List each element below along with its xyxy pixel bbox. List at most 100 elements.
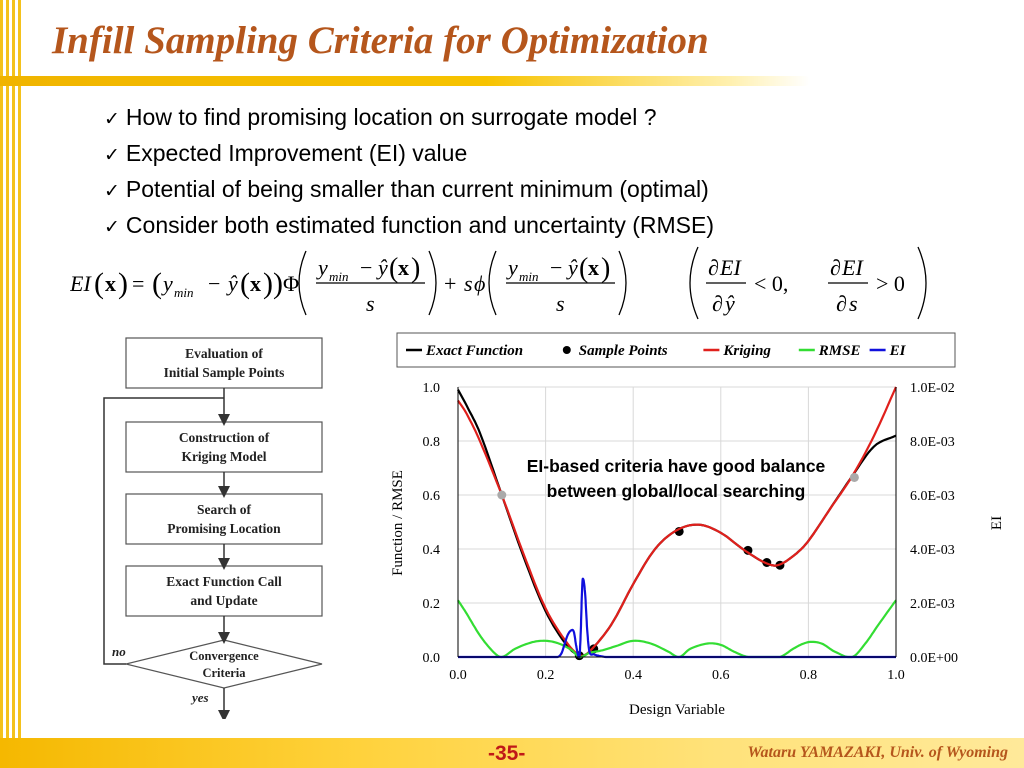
bullet-text: How to find promising location on surrog… [125,104,657,130]
eq-paren: ( [389,253,398,284]
eq-ei: EI [70,271,92,296]
chart-y2-tick-label: 2.0E-03 [910,597,955,612]
eq-min: min [329,269,349,284]
author-credit: Wataru YAMAZAKI, Univ. of Wyoming [747,744,1009,761]
eq-min: min [519,269,539,284]
eq-x: x [250,271,261,296]
chart-legend-label: Exact Function [425,343,523,359]
chart-x-tick-label: 0.8 [800,668,818,683]
check-icon: ✓ [104,144,120,166]
flow-step-line: Evaluation of [185,346,263,361]
chart-y2-tick-label: 0.0E+00 [910,651,958,666]
bullet-list: ✓ How to find promising location on surro… [104,100,714,244]
chart-y-tick-label: 0.8 [423,435,441,450]
bullet-item: ✓ Expected Improvement (EI) value [104,136,714,172]
eq-yhat: ŷ [376,255,388,280]
eq-y: y [506,255,518,280]
eq-partial: ∂ [708,255,719,280]
check-icon: ✓ [104,108,120,130]
eq-phi: ϕ [474,271,485,296]
eq-partial: ∂ [836,291,847,316]
check-icon: ✓ [104,216,120,238]
chart-annotation-line: between global/local searching [547,481,806,501]
chart-x-tick-label: 0.4 [624,668,642,683]
eq-y: y [161,271,173,296]
eq-lt: < 0, [754,271,788,296]
chart-y-tick-label: 0.4 [423,543,441,558]
chart-y2-tick-label: 1.0E-02 [910,381,955,396]
chart-x-tick-label: 1.0 [887,668,905,683]
chart-y-tick-label: 0.0 [423,651,441,666]
chart-ylabel: Function / RMSE [390,470,406,576]
chart-legend-label: Kriging [722,343,771,359]
chart-point-extra-points [497,490,507,500]
eq-minus: − [360,255,372,280]
footer-bar [0,738,1024,768]
eq-Phi: Φ [283,271,299,296]
eq-x: x [398,255,409,280]
flow-step-line: Promising Location [167,521,281,536]
flow-step-line: and Update [190,593,257,608]
bullet-item: ✓ Consider both estimated function and un… [104,208,714,244]
chart-y2-tick-label: 4.0E-03 [910,543,955,558]
eq-paren: ) [118,267,128,300]
eq-partial: ∂ [830,255,841,280]
chart-x-tick-label: 0.2 [537,668,555,683]
chart-legend: Exact Function Sample Points Kriging RMSE EI [396,332,956,368]
eq-minus: − [550,255,562,280]
eq-minus: − [208,271,220,296]
chart-y-tick-label: 0.2 [423,597,441,612]
eq-ei: EI [841,255,864,280]
eq-yhat: ŷ [226,271,238,296]
bullet-text: Consider both estimated function and unc… [125,212,714,238]
flow-no-label: no [112,644,126,659]
flow-step-line: Kriging Model [181,449,266,464]
eq-s: s [464,271,473,296]
eq-s: s [556,291,565,316]
chart-series-layer [457,386,898,661]
chart-y2-tick-label: 6.0E-03 [910,489,955,504]
eq-paren: ) [263,267,273,300]
flow-decision-line: Convergence [189,649,259,663]
chart-legend-label: Sample Points [579,343,668,359]
flow-step-box [125,565,323,617]
chart: Exact Function Sample Points Kriging RMSE EI… [390,332,1005,718]
eq-paren: ( [240,267,250,300]
page-number: -35- [488,742,526,765]
flow-step-box [125,337,323,389]
eq-x: x [588,255,599,280]
chart-y-tick-label: 0.6 [423,489,441,504]
chart-legend-label: RMSE [818,343,861,359]
chart-line-kriging [457,386,898,657]
chart-line-exact-function [457,389,897,657]
flow-step-line: Search of [197,502,252,517]
left-accent-stripes [0,0,22,738]
eq-paren: ( [579,253,588,284]
eq-paren: ) [411,253,420,284]
flow-step-line: Exact Function Call [166,574,282,589]
eq-x: x [105,271,116,296]
eq-yhat: ŷ [566,255,578,280]
chart-point-sample-points [743,545,753,555]
bullet-item: ✓ How to find promising location on surro… [104,100,714,136]
eq-equals: = [132,271,144,296]
bullet-text: Expected Improvement (EI) value [125,140,468,166]
check-icon: ✓ [104,180,120,202]
slide-title: Infill Sampling Criteria for Optimizatio… [52,19,709,62]
bullet-item: ✓ Potential of being smaller than current… [104,172,714,208]
flow-decision-line: Criteria [202,666,246,680]
eq-y: y [316,255,328,280]
eq-paren: ) [601,253,610,284]
eq-s: s [366,291,375,316]
ei-equation: EI ( x ) = ( y min − ŷ ( x ) ) Φ y min −… [70,246,927,320]
eq-ei: EI [719,255,742,280]
chart-annotation-line: EI-based criteria have good balance [527,456,826,476]
chart-axes: 0.0 0.2 0.4 0.6 0.8 1.0 0.0 0.2 0.4 0.6 0.8 1.0 0.0E… [423,381,958,683]
eq-partial: ∂ [712,291,723,316]
chart-legend-label: EI [889,343,907,359]
chart-line-rmse [457,599,897,659]
flow-step-box [125,493,323,545]
flow-step-line: Initial Sample Points [164,365,285,380]
title-underline [0,76,810,86]
flowchart: Evaluation of Initial Sample Points Cons… [103,337,323,719]
